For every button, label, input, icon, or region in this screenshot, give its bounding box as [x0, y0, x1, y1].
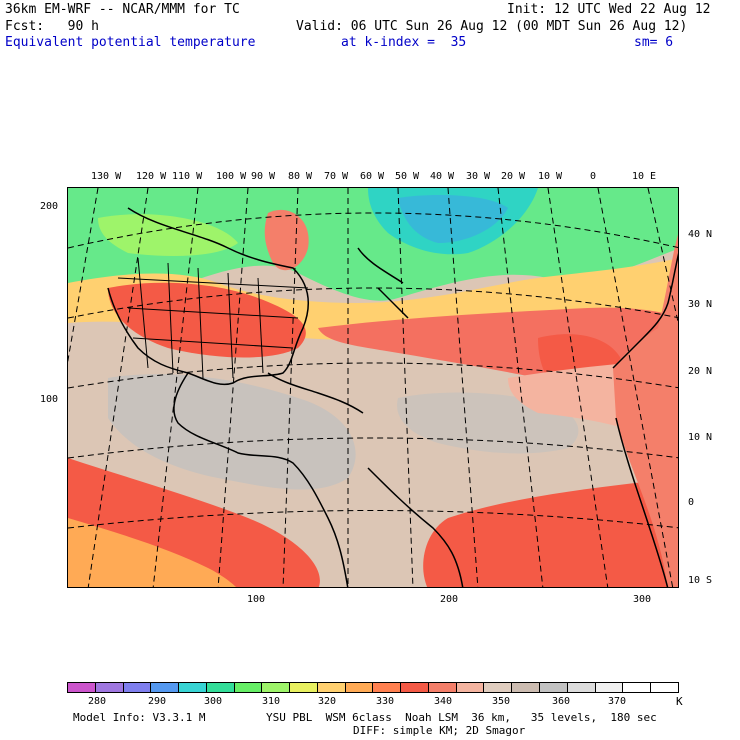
colorbar-cell [512, 683, 541, 692]
pacific-orange [68, 518, 236, 587]
cold-core [398, 195, 508, 243]
colorbar-label: 330 [376, 696, 395, 707]
cool-airmass [68, 188, 678, 308]
colorbar-cell [123, 683, 152, 692]
colorbar-cell [206, 683, 235, 692]
physics-info-2: DIFF: simple KM; 2D Smagor [353, 724, 526, 737]
colorbar-cell [179, 683, 207, 692]
colorbar-cell [484, 683, 513, 692]
longitude-label: 0 [590, 171, 597, 182]
colorbar-cell [401, 683, 429, 692]
longitude-label: 50 W [395, 171, 420, 182]
latitude-label: 30 N [688, 299, 713, 310]
colorbar-label: 370 [608, 696, 627, 707]
grid-x-label: 200 [440, 594, 459, 605]
colorbar-cell [623, 683, 652, 692]
physics-info-1: YSU PBL WSM 6class Noah LSM 36 km, 35 le… [266, 711, 657, 724]
colorbar-cell [428, 683, 457, 692]
smoothing-info: sm= 6 [634, 35, 674, 50]
model-info: Model Info: V3.3.1 M [73, 711, 206, 724]
colorbar [67, 682, 679, 693]
longitude-label: 120 W [136, 171, 167, 182]
longitude-label: 10 W [538, 171, 563, 182]
latitude-label: 40 N [688, 229, 713, 240]
longitude-label: 110 W [172, 171, 203, 182]
graticule [68, 188, 678, 587]
south-atlantic-warm [423, 478, 678, 587]
latitude-label: 20 N [688, 366, 713, 377]
canada-yellow-green [98, 214, 238, 256]
init-time: Init: 12 UTC Wed 22 Aug 12 [507, 2, 711, 17]
latitude-label: 0 [688, 497, 695, 508]
level-info: at k-index = 35 [341, 35, 467, 50]
model-title: 36km EM-WRF -- NCAR/MMM for TC [5, 2, 240, 17]
field-name: Equivalent potential temperature [5, 35, 256, 50]
colorbar-label: 360 [552, 696, 571, 707]
map-panel [67, 187, 679, 588]
colorbar-label: 290 [148, 696, 167, 707]
colorbar-label: 350 [492, 696, 511, 707]
colorbar-cell [317, 683, 346, 692]
colorbar-label: 280 [88, 696, 107, 707]
grid-y-label: 100 [40, 394, 59, 405]
colorbar-cell [290, 683, 318, 692]
longitude-label: 40 W [430, 171, 455, 182]
longitude-label: 130 W [91, 171, 122, 182]
grid-x-label: 100 [247, 594, 266, 605]
coastlines [107, 207, 678, 587]
colorbar-cell [567, 683, 596, 692]
colorbar-cell [595, 683, 624, 692]
longitude-label: 60 W [360, 171, 385, 182]
colorbar-cell [651, 683, 678, 692]
longitude-label: 20 W [501, 171, 526, 182]
latitude-label: 10 S [688, 575, 713, 586]
warm-plume-north [264, 209, 309, 271]
us-warm-core [108, 282, 306, 358]
longitude-label: 80 W [288, 171, 313, 182]
longitude-label: 30 W [466, 171, 491, 182]
political-borders [117, 257, 309, 379]
colorbar-cell [234, 683, 263, 692]
longitude-label: 90 W [251, 171, 276, 182]
gulf-caribbean-grey [108, 374, 356, 490]
colorbar-label: 300 [204, 696, 223, 707]
valid-time: Valid: 06 UTC Sun 26 Aug 12 (00 MDT Sun … [296, 19, 688, 34]
grid-y-label: 200 [40, 201, 59, 212]
colorbar-cell [151, 683, 180, 692]
africa-land [613, 234, 678, 587]
colorbar-cell [345, 683, 374, 692]
colorbar-cell [456, 683, 485, 692]
grid-x-label: 300 [633, 594, 652, 605]
colorbar-cell [373, 683, 402, 692]
colorbar-unit: K [676, 695, 683, 708]
longitude-label: 70 W [324, 171, 349, 182]
longitude-label: 10 E [632, 171, 657, 182]
colorbar-cell [540, 683, 568, 692]
colorbar-label: 340 [434, 696, 453, 707]
forecast-hour: Fcst: 90 h [5, 19, 99, 34]
colorbar-label: 320 [318, 696, 337, 707]
colorbar-cell [262, 683, 291, 692]
longitude-label: 100 W [216, 171, 247, 182]
colorbar-label: 310 [262, 696, 281, 707]
latitude-label: 10 N [688, 432, 713, 443]
colorbar-cell [68, 683, 96, 692]
colorbar-cell [95, 683, 124, 692]
map-canvas [68, 188, 678, 587]
